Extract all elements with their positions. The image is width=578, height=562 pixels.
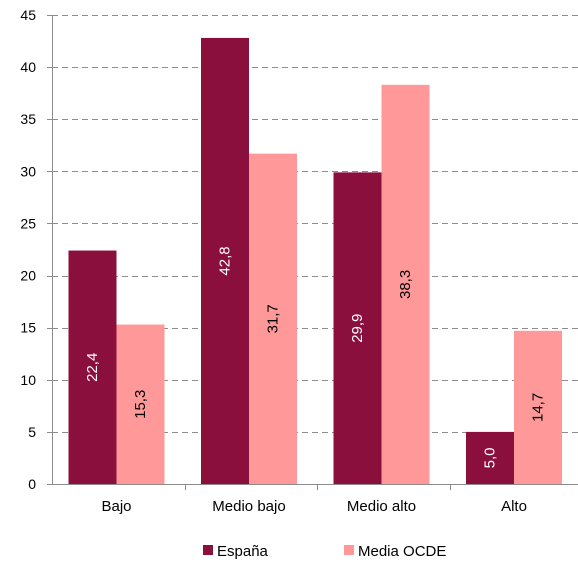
legend: España Media OCDE xyxy=(203,543,446,560)
x-category-label: Medio bajo xyxy=(212,498,285,515)
bar xyxy=(249,153,297,485)
x-category-label: Alto xyxy=(501,498,527,515)
y-tick-label: 30 xyxy=(20,163,36,179)
legend-swatch xyxy=(344,545,354,555)
y-tick-labels: 0 5 10 15 20 25 30 35 40 45 xyxy=(20,7,36,492)
bar xyxy=(381,84,430,484)
bar xyxy=(514,330,562,484)
legend-label: España xyxy=(217,543,269,560)
data-label: 22,4 xyxy=(84,353,101,382)
y-tick-label: 25 xyxy=(20,215,36,231)
bar xyxy=(333,172,382,484)
gridlines xyxy=(52,15,578,433)
bar xyxy=(466,431,514,484)
axes xyxy=(47,15,578,490)
bar xyxy=(116,324,165,484)
data-label: 42,8 xyxy=(217,246,234,275)
bar xyxy=(68,250,117,484)
data-labels: 22,4 15,3 42,8 31,7 29,9 38,3 5,0 14,7 xyxy=(84,246,547,468)
y-tick-label: 40 xyxy=(20,59,36,75)
y-tick-label: 35 xyxy=(20,111,36,127)
y-tick-label: 45 xyxy=(20,7,36,23)
x-category-labels: Bajo Medio bajo Medio alto Alto xyxy=(101,498,526,515)
data-label: 15,3 xyxy=(132,390,149,419)
legend-label: Media OCDE xyxy=(358,543,446,560)
y-tick-label: 20 xyxy=(20,268,36,284)
x-category-label: Bajo xyxy=(101,498,131,515)
y-tick-label: 0 xyxy=(28,476,36,492)
y-tick-label: 10 xyxy=(20,372,36,388)
legend-swatch xyxy=(203,545,213,555)
data-label: 29,9 xyxy=(349,314,366,343)
y-tick-label: 5 xyxy=(28,424,36,440)
data-label: 5,0 xyxy=(482,448,499,469)
data-label: 31,7 xyxy=(265,304,282,333)
bar xyxy=(201,37,249,484)
x-category-label: Medio alto xyxy=(347,498,416,515)
bars xyxy=(68,37,562,485)
data-label: 14,7 xyxy=(530,393,547,422)
y-tick-label: 15 xyxy=(20,320,36,336)
data-label: 38,3 xyxy=(397,270,414,299)
